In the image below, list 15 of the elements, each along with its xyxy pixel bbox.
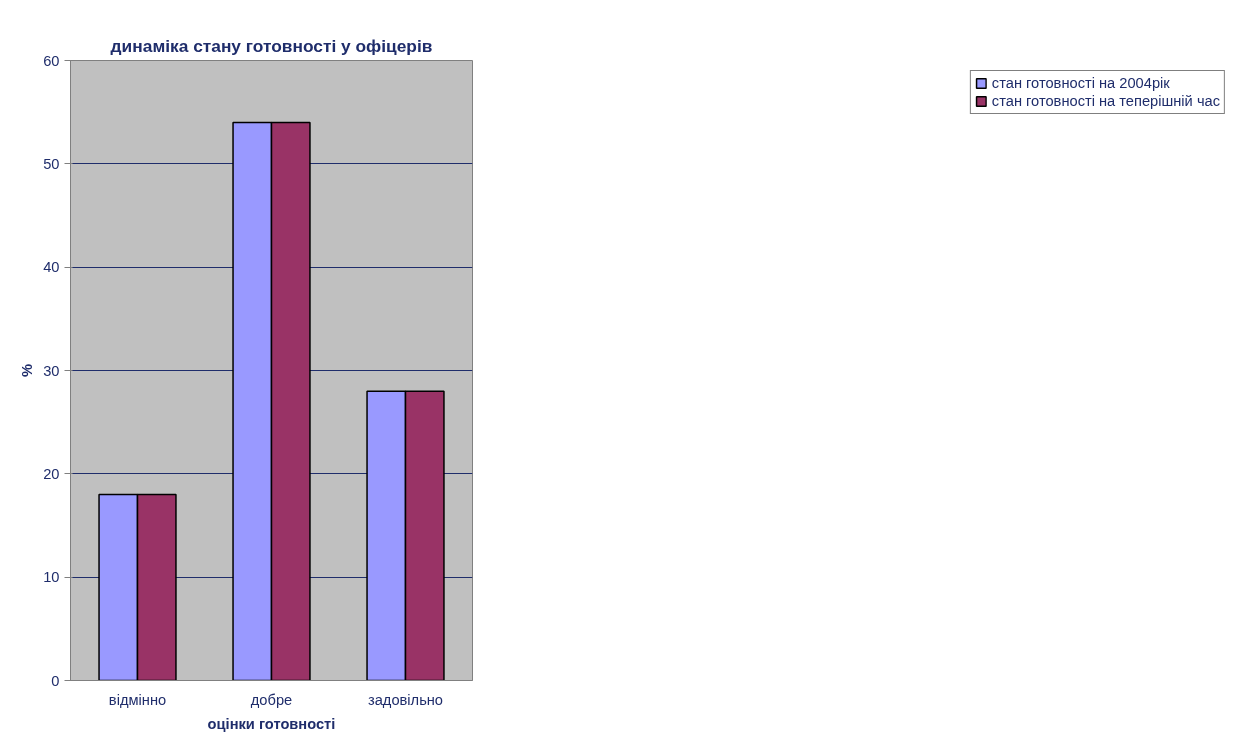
y-tick-label: 10 <box>43 569 60 586</box>
y-tick-label: 0 <box>51 672 60 689</box>
y-tick-label: 30 <box>43 362 60 379</box>
y-tick-label: 20 <box>43 465 60 482</box>
y-tick-label: 50 <box>43 155 60 172</box>
legend-label: стан готовності на теперішній час <box>991 93 1220 109</box>
chart-title: динаміка стану готовності у офіцерів <box>110 35 433 56</box>
x-axis-title: оцінки готовності <box>207 715 336 732</box>
y-tick-label: 60 <box>43 52 60 69</box>
x-tick-label: добре <box>250 691 293 708</box>
x-tick-label: задовільно <box>367 691 444 708</box>
x-tick-label: відмінно <box>108 691 167 708</box>
y-tick-label: 40 <box>43 259 60 276</box>
legend-label: стан готовності на 2004рік <box>991 75 1170 91</box>
y-axis-title: % <box>19 363 36 378</box>
